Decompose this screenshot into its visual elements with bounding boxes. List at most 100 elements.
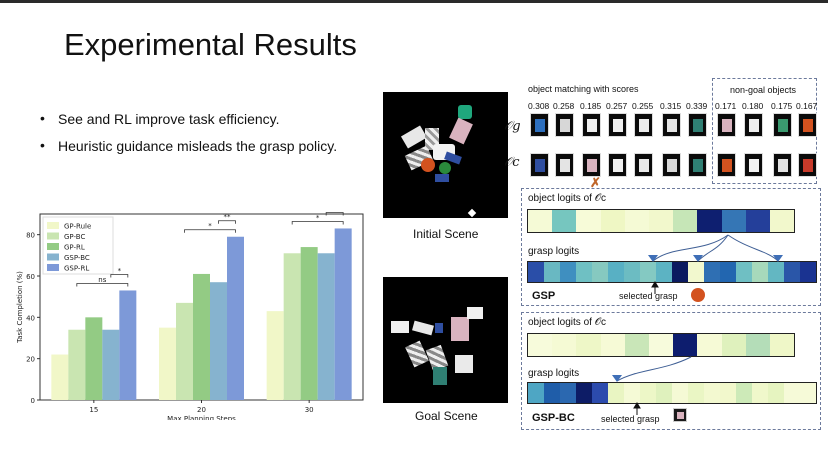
legend-swatch xyxy=(47,222,59,229)
gsp-grasp-logits-bar xyxy=(527,261,817,283)
grasp-logit-cell xyxy=(528,383,544,403)
significance-label: * xyxy=(316,214,320,222)
bar-gsp-bc xyxy=(210,282,227,400)
bar-gp-rule xyxy=(51,354,69,400)
goal-scene-image xyxy=(383,277,508,403)
bar-gp-rule xyxy=(159,327,176,400)
object-logit-cell xyxy=(600,210,625,232)
grasp-logit-cell xyxy=(800,262,816,282)
match-score: 0.171 xyxy=(715,101,737,111)
legend-label: GSP-BC xyxy=(64,254,90,262)
significance-label: * xyxy=(118,267,122,275)
object-thumbnail xyxy=(608,153,627,177)
bar-gp-bc xyxy=(283,253,301,400)
object-logit-cell xyxy=(576,334,601,356)
gsp-box xyxy=(521,188,821,306)
object-thumbnail xyxy=(530,113,549,137)
object-thumbnail xyxy=(555,153,574,177)
x-tick-label: 30 xyxy=(305,406,314,414)
gspbc-grasp-logits-title: grasp logits xyxy=(528,368,580,379)
grasp-logit-cell xyxy=(752,383,768,403)
selected-object-thumbnail xyxy=(691,288,705,302)
arrow-overlay xyxy=(612,234,783,415)
bar-gsp-bc xyxy=(317,253,335,400)
non-goal-title: non-goal objects xyxy=(730,85,797,95)
gspbc-object-logits-title: object logits of 𝒪c xyxy=(528,317,607,328)
bullet-list: See and RL improve task efficiency. Heur… xyxy=(38,110,337,165)
grasp-logit-cell xyxy=(688,262,704,282)
y-tick-label: 0 xyxy=(31,397,35,405)
slide-title: Experimental Results xyxy=(64,27,357,62)
grasp-logit-cell xyxy=(720,262,736,282)
bar-gp-bc xyxy=(68,329,86,400)
scene-object xyxy=(433,367,447,385)
object-thumbnail xyxy=(634,113,653,137)
significance-label: ns xyxy=(98,276,106,284)
grasp-logit-cell xyxy=(544,262,560,282)
significance-bracket xyxy=(325,212,344,216)
match-score: 0.185 xyxy=(580,101,602,111)
object-logit-cell xyxy=(721,210,746,232)
object-thumbnail xyxy=(530,153,549,177)
object-thumbnail xyxy=(555,113,574,137)
x-axis-label: Max Planning Steps xyxy=(167,415,236,420)
gsp-grasp-logits-title: grasp logits xyxy=(528,246,580,257)
y-tick-label: 20 xyxy=(26,356,35,364)
og-label: 𝒪g xyxy=(504,119,521,134)
significance-label: ** xyxy=(224,213,232,221)
match-score: 0.180 xyxy=(742,101,764,111)
object-thumbnail xyxy=(744,113,763,137)
bullet-item: See and RL improve task efficiency. xyxy=(38,110,337,127)
scene-object xyxy=(458,105,472,119)
match-score: 0.257 xyxy=(606,101,628,111)
bar-gsp-rl xyxy=(119,290,137,400)
grasp-logit-cell xyxy=(768,262,784,282)
object-thumbnail xyxy=(582,113,601,137)
object-thumbnail xyxy=(688,153,707,177)
bar-gp-rule xyxy=(266,311,284,400)
mismatch-mark: ✗ xyxy=(590,175,601,190)
object-logit-cell xyxy=(552,334,577,356)
object-thumbnail xyxy=(582,153,601,177)
object-logit-cell xyxy=(697,210,722,232)
object-logit-cell xyxy=(624,334,649,356)
object-thumbnail xyxy=(662,113,681,137)
grasp-logit-cell xyxy=(736,262,752,282)
grasp-logit-cell xyxy=(704,383,720,403)
scene-object xyxy=(449,117,473,145)
grasp-logit-cell xyxy=(784,262,800,282)
gsp-selected-grasp-label: selected grasp xyxy=(619,291,678,301)
object-logit-cell xyxy=(528,210,553,232)
initial-scene-label: Initial Scene xyxy=(413,227,479,241)
gspbc-box xyxy=(521,312,821,430)
match-score: 0.258 xyxy=(553,101,575,111)
scene-object xyxy=(467,307,483,319)
object-logit-cell xyxy=(600,334,625,356)
grasp-logit-cell xyxy=(640,383,656,403)
gsp-method-label: GSP xyxy=(532,290,556,302)
y-tick-label: 60 xyxy=(26,273,35,281)
matching-title: object matching with scores xyxy=(528,84,639,94)
cursor-icon xyxy=(467,208,477,218)
grasp-logit-cell xyxy=(672,383,688,403)
scene-object xyxy=(421,158,435,172)
significance-bracket xyxy=(184,229,236,233)
object-logit-cell xyxy=(528,334,553,356)
gspbc-method-label: GSP-BC xyxy=(532,412,575,424)
grasp-logit-cell xyxy=(784,383,800,403)
object-logit-cell xyxy=(697,334,722,356)
bar-gsp-bc xyxy=(102,329,120,400)
object-logit-cell xyxy=(721,334,746,356)
match-score: 0.167 xyxy=(796,101,818,111)
scene-object xyxy=(455,355,473,373)
grasp-logit-cell xyxy=(576,262,592,282)
object-logit-cell xyxy=(648,334,674,356)
object-thumbnail xyxy=(688,113,707,137)
grasp-logit-cell xyxy=(560,262,576,282)
y-axis-label: Task Completion (%) xyxy=(16,271,24,344)
legend-label: GP-BC xyxy=(64,233,85,241)
bar-gp-rl xyxy=(193,273,210,400)
goal-scene-label: Goal Scene xyxy=(415,409,478,423)
significance-label: * xyxy=(208,222,212,230)
